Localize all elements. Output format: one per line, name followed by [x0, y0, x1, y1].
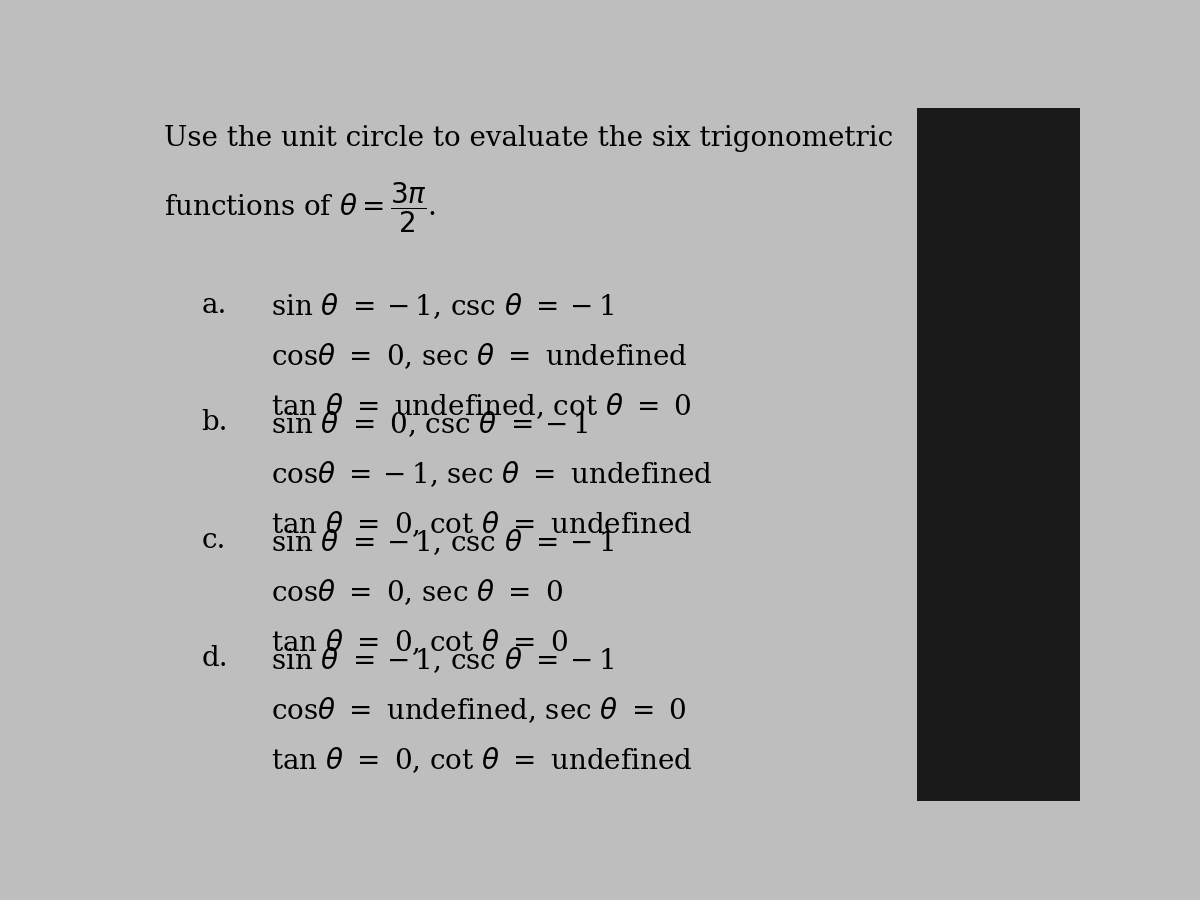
Text: sin $\theta$ $=-$1, csc $\theta$ $=-$1: sin $\theta$ $=-$1, csc $\theta$ $=-$1: [271, 292, 613, 321]
Text: sin $\theta$ $=$ 0, csc $\theta$ $=-$1: sin $\theta$ $=$ 0, csc $\theta$ $=-$1: [271, 410, 588, 439]
Text: cos$\theta$ $=$ undefined, sec $\theta$ $=$ 0: cos$\theta$ $=$ undefined, sec $\theta$ …: [271, 695, 686, 725]
Text: functions of $\theta =\dfrac{3\pi}{2}$.: functions of $\theta =\dfrac{3\pi}{2}$.: [164, 181, 436, 236]
Text: Use the unit circle to evaluate the six trigonometric: Use the unit circle to evaluate the six …: [164, 125, 893, 152]
Text: d.: d.: [202, 645, 228, 672]
Text: sin $\theta$ $=-$1, csc $\theta$ $=-$1: sin $\theta$ $=-$1, csc $\theta$ $=-$1: [271, 645, 613, 675]
Text: cos$\theta$ $=$ 0, sec $\theta$ $=$ undefined: cos$\theta$ $=$ 0, sec $\theta$ $=$ unde…: [271, 341, 688, 372]
Text: tan $\theta$ $=$ 0, cot $\theta$ $=$ undefined: tan $\theta$ $=$ 0, cot $\theta$ $=$ und…: [271, 509, 692, 539]
Text: b.: b.: [202, 410, 228, 436]
Text: c.: c.: [202, 527, 226, 554]
Text: tan $\theta$ $=$ undefined, cot $\theta$ $=$ 0: tan $\theta$ $=$ undefined, cot $\theta$…: [271, 392, 691, 421]
Text: cos$\theta$ $=$ 0, sec $\theta$ $=$ 0: cos$\theta$ $=$ 0, sec $\theta$ $=$ 0: [271, 577, 563, 607]
Text: a.: a.: [202, 292, 227, 319]
Text: tan $\theta$ $=$ 0, cot $\theta$ $=$ undefined: tan $\theta$ $=$ 0, cot $\theta$ $=$ und…: [271, 745, 692, 775]
Text: cos$\theta$ $=-$1, sec $\theta$ $=$ undefined: cos$\theta$ $=-$1, sec $\theta$ $=$ unde…: [271, 459, 713, 490]
Bar: [917, 108, 1080, 801]
Text: tan $\theta$ $=$ 0, cot $\theta$ $=$ 0: tan $\theta$ $=$ 0, cot $\theta$ $=$ 0: [271, 627, 568, 657]
Text: sin $\theta$ $=-$1, csc $\theta$ $=-$1: sin $\theta$ $=-$1, csc $\theta$ $=-$1: [271, 527, 613, 557]
